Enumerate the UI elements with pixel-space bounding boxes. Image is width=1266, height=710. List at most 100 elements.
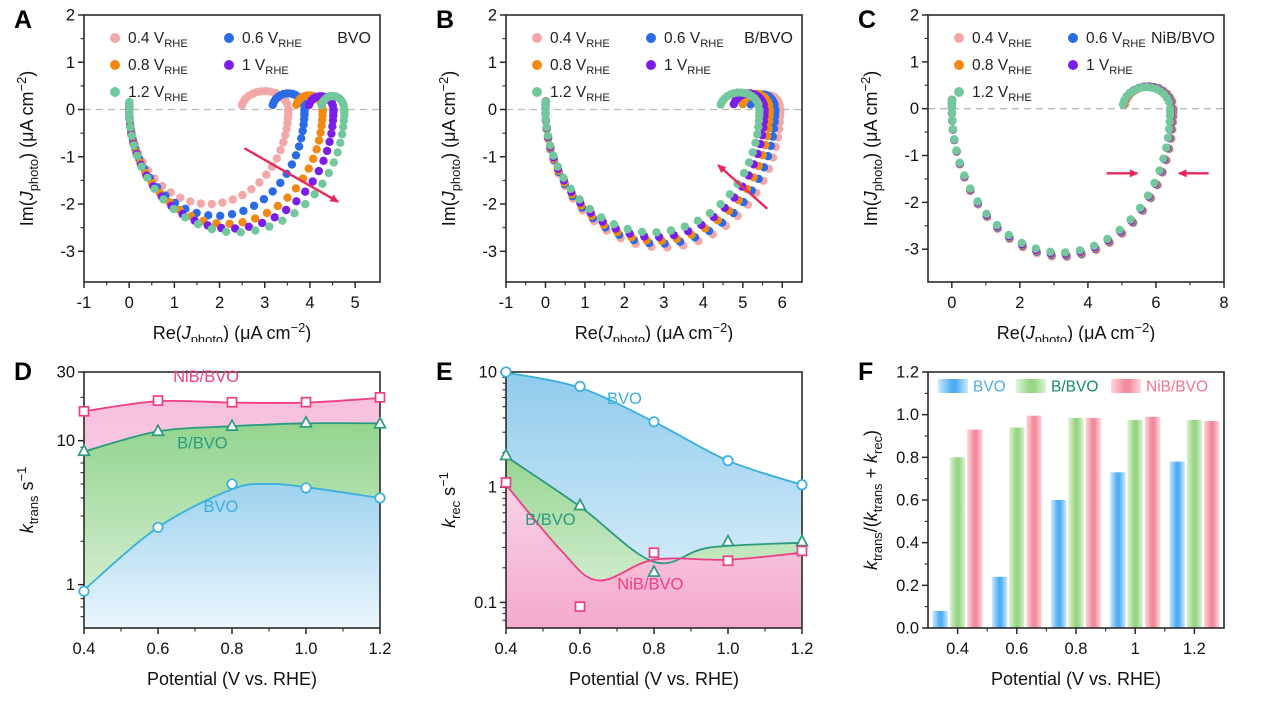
rich-text: 1 VRHE bbox=[1086, 57, 1133, 77]
svg-text:3: 3 bbox=[659, 294, 668, 312]
svg-text:10: 10 bbox=[57, 432, 75, 450]
rich-text: Re(Jphoto) (μA cm−2) bbox=[153, 320, 312, 342]
svg-text:0: 0 bbox=[488, 101, 497, 119]
svg-text:1.2: 1.2 bbox=[369, 640, 392, 658]
series-label: B/BVO bbox=[525, 511, 576, 529]
panel-a-chart: 0.4 VRHE 0.6 VRHE 0.8 VRHE 1 VRHE 1.2 VRHE BV… bbox=[14, 7, 381, 342]
legend: 0.4 VRHE 0.6 VRHE 0.8 VRHE 1 VRHE 1.2 VRHE bbox=[954, 30, 1146, 104]
legend-marker bbox=[954, 33, 964, 43]
svg-text:0.8: 0.8 bbox=[896, 449, 919, 467]
svg-text:0.4: 0.4 bbox=[946, 640, 969, 658]
svg-text:1: 1 bbox=[170, 294, 179, 312]
svg-text:2: 2 bbox=[1015, 294, 1024, 312]
legend: 0.4 VRHE 0.6 VRHE 0.8 VRHE 1 VRHE 1.2 VRHE bbox=[110, 30, 302, 104]
rich-text: 0.4 VRHE bbox=[550, 30, 610, 50]
panel-b-cell: B 0.4 VRHE 0.6 VRHE 0.8 VRHE 1 VRHE 1.2 VRHE… bbox=[422, 0, 844, 342]
panel-d-chart: 0.4 0.6 0.8 1.0 1.2 1 10 30 Potential (V vs. RHE… bbox=[14, 364, 392, 690]
svg-text:4: 4 bbox=[1083, 294, 1092, 312]
rich-text: 1.2 VRHE bbox=[128, 84, 188, 104]
svg-text:2: 2 bbox=[620, 294, 629, 312]
svg-text:0.4: 0.4 bbox=[495, 640, 518, 658]
rich-text: 0.8 VRHE bbox=[972, 57, 1032, 77]
svg-text:1: 1 bbox=[910, 53, 919, 71]
bars bbox=[932, 415, 1220, 628]
series-curve bbox=[506, 484, 802, 582]
svg-text:2: 2 bbox=[215, 294, 224, 312]
rich-text: Im(Jphoto) (μA cm−2) bbox=[14, 71, 41, 227]
svg-text:-3: -3 bbox=[482, 243, 497, 261]
legend-swatch bbox=[1111, 379, 1141, 393]
series-label: BVO bbox=[203, 498, 238, 516]
legend-marker bbox=[110, 60, 120, 70]
axes: 0.4 0.6 0.8 1.0 1.2 1 10 30 bbox=[57, 364, 392, 659]
axes: 0 2 4 6 8 -3 -2 -1 0 1 2 bbox=[904, 7, 1228, 313]
rich-text: Potential (V vs. RHE) bbox=[991, 669, 1161, 689]
bar-BVO-1.2 bbox=[1169, 461, 1185, 628]
legend-marker bbox=[532, 33, 542, 43]
figure-bottom-row: D 0.4 0.6 0.8 1.0 1.2 1 10 30 Potential (V vs. R… bbox=[0, 342, 1266, 710]
panel-b-letter: B bbox=[436, 6, 455, 34]
panel-b-chart: 0.4 VRHE 0.6 VRHE 0.8 VRHE 1 VRHE 1.2 VRHE B/… bbox=[436, 7, 803, 342]
scatter-series-2 bbox=[541, 89, 774, 245]
bar-B/BVO-0.6 bbox=[1009, 427, 1025, 628]
panel-d-cell: D 0.4 0.6 0.8 1.0 1.2 1 10 30 Potential (V vs. R… bbox=[0, 342, 422, 710]
bar-B/BVO-0.4 bbox=[949, 457, 966, 628]
legend: BVO B/BVO NiB/BVO bbox=[938, 379, 1208, 396]
svg-text:30: 30 bbox=[57, 364, 75, 382]
legend-label: B/BVO bbox=[1051, 379, 1098, 396]
panel-f-letter: F bbox=[858, 358, 874, 386]
svg-text:1.0: 1.0 bbox=[717, 640, 740, 658]
svg-text:-3: -3 bbox=[60, 243, 75, 261]
svg-text:5: 5 bbox=[738, 294, 747, 312]
rich-text: Re(Jphoto) (μA cm−2) bbox=[997, 320, 1156, 342]
svg-text:4: 4 bbox=[305, 294, 314, 312]
legend-label: NiB/BVO bbox=[1146, 379, 1208, 396]
svg-text:-1: -1 bbox=[77, 294, 92, 312]
svg-text:-2: -2 bbox=[60, 196, 75, 214]
svg-text:0.2: 0.2 bbox=[896, 577, 919, 595]
svg-text:1: 1 bbox=[66, 54, 75, 72]
legend-swatch bbox=[938, 379, 968, 393]
legend-marker bbox=[110, 87, 120, 97]
scatter-series-4 bbox=[947, 82, 1175, 257]
panel-f-cell: F 0.4 0.6 0.8 1 1.2 0.0 0.2 0.4 0.6 0.8 1.0 1.2 Pote… bbox=[844, 342, 1266, 710]
bar-BVO-0.8 bbox=[1050, 500, 1067, 628]
axes: 0.4 0.6 0.8 1 1.2 0.0 0.2 0.4 0.6 0.8 1.0 1.2 bbox=[896, 364, 1225, 658]
svg-text:1: 1 bbox=[488, 54, 497, 72]
scatter-series-4 bbox=[541, 88, 764, 237]
bar-NiB/BVO-0.4 bbox=[967, 429, 983, 628]
bar-NiB/BVO-0.8 bbox=[1085, 417, 1101, 628]
panel-title: B/BVO bbox=[744, 30, 793, 47]
svg-text:0.4: 0.4 bbox=[73, 640, 96, 658]
rich-text: 0.6 VRHE bbox=[242, 30, 302, 50]
svg-text:2: 2 bbox=[910, 7, 919, 25]
svg-text:4: 4 bbox=[699, 294, 708, 312]
panel-a-letter: A bbox=[14, 6, 33, 34]
svg-text:-1: -1 bbox=[499, 294, 514, 312]
scatter-series-0 bbox=[125, 86, 293, 209]
legend-marker bbox=[954, 87, 964, 97]
svg-text:3: 3 bbox=[260, 294, 269, 312]
svg-text:0.8: 0.8 bbox=[221, 640, 244, 658]
legend-marker bbox=[954, 60, 964, 70]
legend-marker bbox=[110, 33, 120, 43]
svg-text:10: 10 bbox=[479, 364, 497, 382]
rich-text: 1 VRHE bbox=[242, 57, 289, 77]
bar-minor-ticks bbox=[986, 628, 1166, 632]
svg-text:-2: -2 bbox=[904, 194, 919, 212]
rich-text: ktrans/(ktrans + krec) bbox=[861, 430, 885, 570]
svg-text:1.0: 1.0 bbox=[896, 406, 919, 424]
series-label: B/BVO bbox=[177, 435, 228, 453]
svg-text:0: 0 bbox=[541, 294, 550, 312]
rich-text: 1 VRHE bbox=[664, 57, 711, 77]
series-curve bbox=[84, 483, 380, 591]
svg-text:0.6: 0.6 bbox=[896, 492, 919, 510]
svg-text:0: 0 bbox=[125, 294, 134, 312]
panel-c-chart: 0.4 VRHE 0.6 VRHE 0.8 VRHE 1 VRHE 1.2 VRHE Ni… bbox=[858, 7, 1228, 343]
svg-text:2: 2 bbox=[488, 7, 497, 25]
scatter-series-2 bbox=[125, 91, 327, 228]
rich-text: 0.8 VRHE bbox=[550, 57, 610, 77]
svg-text:6: 6 bbox=[778, 294, 787, 312]
area-fills bbox=[84, 398, 380, 628]
